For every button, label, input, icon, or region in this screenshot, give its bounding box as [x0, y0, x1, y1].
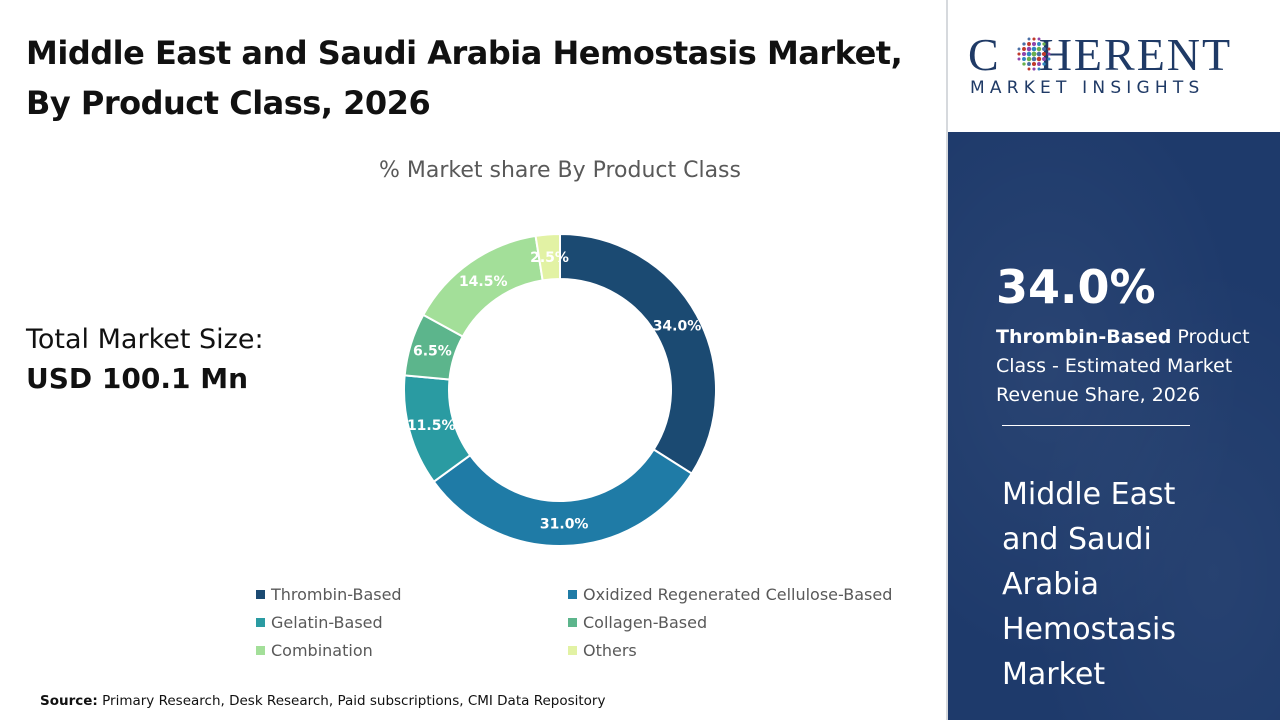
globe-dot [1042, 42, 1046, 46]
legend-label: Collagen-Based [583, 613, 708, 632]
data-label: 34.0% [653, 319, 702, 335]
sidebar: C HERENT MARKET INSIGHTS 34.0% Thrombin-B… [948, 0, 1280, 720]
globe-dot [1027, 37, 1031, 41]
market-name: Middle East and Saudi Arabia Hemostasis … [1002, 477, 1176, 692]
legend-item: Others [568, 641, 888, 660]
globe-dot [1037, 62, 1041, 66]
globe-icon [1017, 37, 1051, 71]
legend-label: Others [583, 641, 637, 660]
globe-dot [1017, 52, 1021, 56]
data-label: 11.5% [407, 418, 456, 434]
legend-swatch [256, 618, 265, 627]
legend-label: Gelatin-Based [271, 613, 383, 632]
globe-dot [1042, 62, 1046, 66]
globe-dot [1036, 46, 1042, 52]
globe-dot [1032, 67, 1036, 71]
globe-dot [1037, 42, 1041, 46]
globe-dot [1031, 56, 1037, 62]
logo-letters: HERENT [1038, 29, 1233, 80]
highlight-rest: Product Class - Estimated Market Revenue… [996, 326, 1250, 406]
legend-swatch [568, 646, 577, 655]
globe-dot [1026, 46, 1032, 52]
donut-slice-others [534, 232, 561, 282]
highlight-panel: 34.0% Thrombin-Based Product Class - Est… [948, 132, 1280, 720]
logo-wordmark: C HERENT [968, 28, 1232, 81]
source-text: Primary Research, Desk Research, Paid su… [102, 693, 606, 709]
total-market-label: Total Market Size: [26, 324, 264, 355]
globe-dot [1022, 57, 1026, 61]
globe-dot [1047, 52, 1051, 56]
globe-dot [1031, 51, 1037, 57]
source-note: Source: Primary Research, Desk Research,… [40, 693, 605, 709]
globe-dot [1037, 37, 1041, 41]
globe-dot [1017, 57, 1021, 61]
chart-legend: Thrombin-Based Oxidized Regenerated Cellu… [256, 585, 896, 660]
highlight-description: Thrombin-Based Product Class - Estimated… [996, 323, 1256, 410]
globe-dot [1031, 61, 1037, 67]
globe-dot [1036, 56, 1042, 62]
divider-line [1002, 425, 1190, 426]
legend-label: Combination [271, 641, 373, 660]
legend-swatch [568, 618, 577, 627]
globe-dot [1042, 47, 1046, 51]
globe-dot [1027, 62, 1031, 66]
globe-dot [1042, 57, 1046, 61]
chart-area: Middle East and Saudi Arabia Hemostasis … [26, 0, 948, 720]
globe-dot [1031, 41, 1037, 47]
globe-dot [1037, 67, 1041, 71]
globe-dot [1021, 51, 1027, 57]
legend-swatch [256, 646, 265, 655]
total-market-value: USD 100.1 Mn [26, 362, 249, 395]
globe-dot [1022, 47, 1026, 51]
legend-item: Collagen-Based [568, 613, 888, 632]
globe-dot [1026, 51, 1032, 57]
logo-letter-c: C [968, 29, 1001, 80]
legend-item: Thrombin-Based [256, 585, 568, 604]
legend-label: Oxidized Regenerated Cellulose-Based [583, 585, 893, 604]
page-title: Middle East and Saudi Arabia Hemostasis … [26, 34, 903, 122]
donut-slice-oxidized-regenerated-cellulose-based [432, 448, 694, 547]
globe-dot [1027, 42, 1031, 46]
globe-dot [1047, 57, 1051, 61]
globe-dot [1017, 47, 1021, 51]
source-label: Source: [40, 693, 98, 709]
data-label: 2.5% [530, 250, 569, 266]
globe-dot [1027, 67, 1031, 71]
legend-label: Thrombin-Based [271, 585, 402, 604]
legend-item: Oxidized Regenerated Cellulose-Based [568, 585, 892, 604]
globe-dot [1026, 56, 1032, 62]
globe-dot [1047, 47, 1051, 51]
chart-title: % Market share By Product Class [378, 158, 741, 183]
globe-dot [1036, 51, 1042, 57]
data-label: 31.0% [540, 516, 589, 532]
highlight-value: 34.0% [996, 260, 1156, 314]
legend-swatch [256, 590, 265, 599]
logo: C HERENT MARKET INSIGHTS [948, 0, 1280, 132]
donut-slice-thrombin-based [559, 232, 717, 475]
data-label: 6.5% [413, 344, 452, 360]
globe-dot [1032, 37, 1036, 41]
legend-item: Gelatin-Based [256, 613, 568, 632]
donut-chart: 34.0% 31.0% 11.5% 6.5% 14.5% 2.5% [403, 232, 717, 547]
legend-item: Combination [256, 641, 568, 660]
data-label: 14.5% [459, 274, 508, 290]
highlight-segment: Thrombin-Based [996, 326, 1172, 348]
legend-swatch [568, 590, 577, 599]
logo-subtitle: MARKET INSIGHTS [970, 78, 1205, 98]
globe-dot [1022, 42, 1026, 46]
globe-dot [1041, 51, 1047, 57]
globe-dot [1031, 46, 1037, 52]
globe-dot [1022, 62, 1026, 66]
